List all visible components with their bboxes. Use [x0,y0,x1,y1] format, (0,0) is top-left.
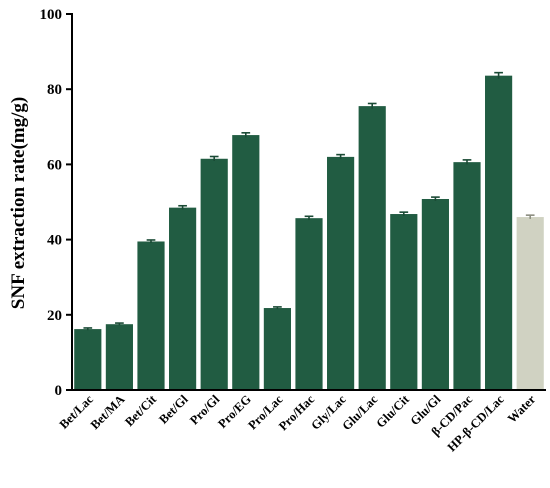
bar [485,75,513,390]
bar [358,106,386,391]
bar [105,324,133,390]
bar [74,329,102,390]
y-tick-label: 40 [47,233,62,249]
x-category-label: Glu/Cit [374,392,413,431]
x-category-label: Glu/Lac [339,392,380,433]
x-category-label: Pro/Hac [276,392,317,433]
y-tick-label: 0 [55,383,63,399]
x-category-label: Water [505,392,539,426]
bar [263,308,291,390]
bar [137,241,165,390]
bar [200,158,228,390]
y-axis-title: SNF extraction rate(mg/g) [8,97,29,309]
bar [232,135,260,390]
x-labels-group: Bet/LacBet/MABet/CitBet/GlPro/GlPro/EGPr… [57,392,539,455]
bar [295,218,323,390]
bar [453,162,481,390]
bar [390,214,418,390]
y-tick-label: 100 [40,7,63,23]
y-tick-label: 60 [47,157,62,173]
y-tick-label: 20 [47,308,62,324]
x-category-label: Bet/Gl [156,392,191,427]
bar [516,217,544,390]
bar [421,198,449,390]
error-bars-group [83,71,535,331]
bar [327,156,355,390]
x-category-label: Bet/MA [88,392,128,432]
bar [169,207,197,390]
x-category-label: Bet/Cit [122,392,159,429]
y-tick-label: 80 [47,82,62,98]
y-ticks-group: 0 20 40 60 80 100 [40,7,72,399]
bars-group [74,75,544,391]
